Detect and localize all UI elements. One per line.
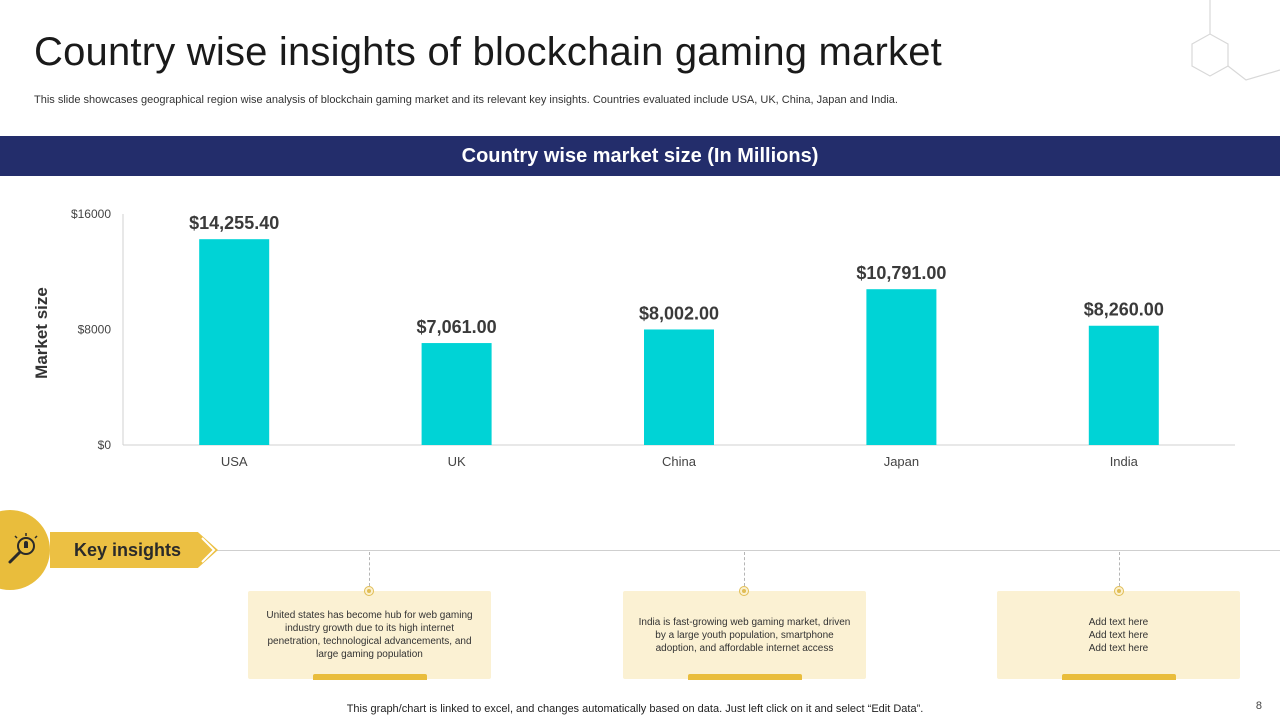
insight-card-1: United states has become hub for web gam…: [248, 591, 491, 679]
y-tick-label: $16000: [71, 207, 111, 221]
insight-text-1: United states has become hub for web gam…: [266, 610, 473, 660]
bar-usa: [199, 239, 270, 445]
bar-china: [644, 329, 714, 445]
insight-card-accent: [1062, 674, 1176, 680]
x-tick-label: India: [1110, 454, 1139, 469]
data-label: $8,002.00: [639, 303, 719, 323]
insight-card-accent: [688, 674, 802, 680]
bar-uk: [421, 343, 492, 445]
insight-text-3: Add text here Add text here Add text her…: [1088, 616, 1149, 654]
bar-india: [1088, 325, 1159, 445]
bar-japan: [866, 289, 937, 445]
data-label: $7,061.00: [417, 317, 497, 337]
data-label: $10,791.00: [856, 263, 946, 283]
hexagon-decoration-icon: [1191, 0, 1280, 81]
data-label: $14,255.40: [189, 213, 279, 233]
insight-dot: [739, 586, 749, 596]
x-tick-label: USA: [221, 454, 248, 469]
y-tick-label: $0: [98, 438, 112, 452]
y-tick-label: $8000: [78, 323, 112, 337]
insight-connector: [369, 552, 370, 586]
insight-dot: [364, 586, 374, 596]
chevron-right-icon: [201, 537, 216, 563]
x-tick-label: UK: [448, 454, 466, 469]
data-label: $8,260.00: [1084, 300, 1164, 320]
page-title: Country wise insights of blockchain gami…: [34, 30, 942, 74]
page-subtitle: This slide showcases geographical region…: [34, 94, 898, 106]
y-axis-label: Market size: [32, 287, 51, 379]
insights-divider: [215, 550, 1280, 551]
x-tick-label: China: [662, 454, 697, 469]
insights-heading: Key insights: [74, 540, 182, 560]
insight-card-2: India is fast-growing web gaming market,…: [623, 591, 866, 679]
page-number: 8: [1255, 700, 1262, 712]
insight-card-3: Add text here Add text here Add text her…: [997, 591, 1240, 679]
lightbulb-magnifier-icon: [8, 533, 38, 564]
bar-chart: Market size $0 $8000 $16000 USA UK China Japa…: [32, 207, 1235, 469]
footer-note: This graph/chart is linked to excel, and…: [346, 703, 924, 715]
x-tick-label: Japan: [884, 454, 919, 469]
chart-title-band: Country wise market size (In Millions): [0, 136, 1280, 176]
insight-card-accent: [313, 674, 427, 680]
insight-connector: [744, 552, 745, 586]
insight-dot: [1114, 586, 1124, 596]
insight-text-2: India is fast-growing web gaming market,…: [638, 616, 851, 654]
insight-connector: [1119, 552, 1120, 586]
insights-tag-shape: [50, 532, 218, 568]
